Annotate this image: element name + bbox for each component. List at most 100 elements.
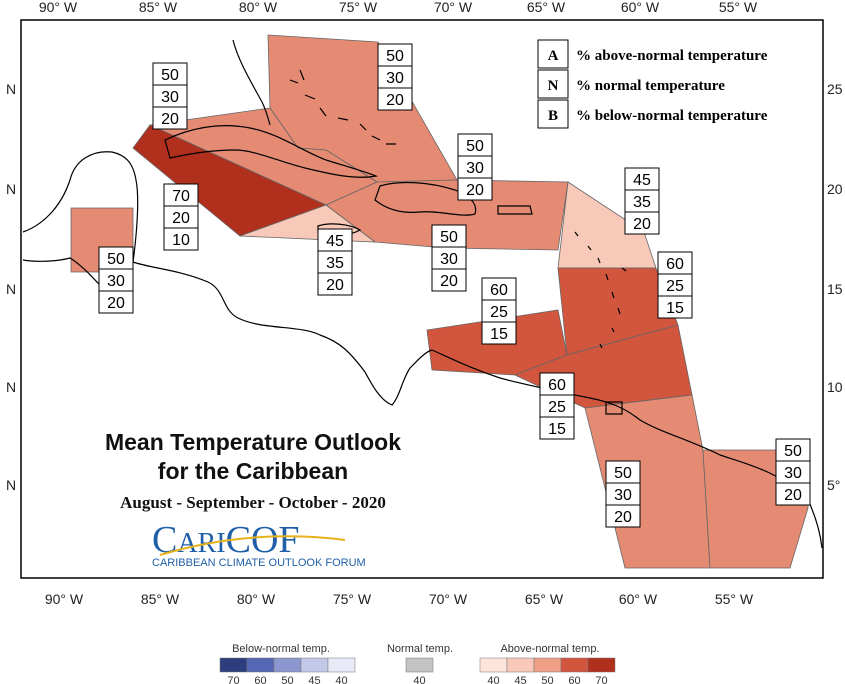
scale-above-swatch bbox=[587, 657, 616, 673]
prob-box-abc-islands: 60 25 15 bbox=[481, 277, 517, 345]
scale-above-swatch bbox=[506, 657, 535, 673]
lat-tick-left-5: N bbox=[6, 477, 16, 493]
prob-box-belize: 50 30 20 bbox=[98, 246, 134, 314]
lon-tick-90w: 90° W bbox=[39, 0, 78, 15]
legend-key-box-n bbox=[537, 69, 569, 99]
lon-tick-bottom-80w: 80° W bbox=[237, 591, 276, 607]
lon-tick-65w: 65° W bbox=[527, 0, 566, 15]
coastline-puerto-rico bbox=[497, 205, 533, 215]
scale-above-tick: 60 bbox=[568, 675, 580, 684]
legend-key-n: N bbox=[548, 78, 559, 94]
coastline-mexico-central-america bbox=[22, 151, 433, 406]
prob-below: 20 bbox=[161, 111, 179, 128]
legend-key-a: A bbox=[548, 48, 559, 64]
scale-below-tick: 60 bbox=[254, 675, 266, 684]
prob-above: 60 bbox=[666, 256, 684, 273]
prob-normal: 30 bbox=[386, 70, 404, 87]
prob-box-jamaica: 45 35 20 bbox=[317, 228, 353, 296]
scale-below-swatch bbox=[300, 657, 329, 673]
anb-legend: A N B % above-normal temperature % norma… bbox=[537, 39, 768, 129]
legend-desc-a: % above-normal temperature bbox=[576, 48, 768, 64]
scale-normal-label: Normal temp. bbox=[387, 643, 453, 655]
prob-below: 20 bbox=[633, 216, 651, 233]
lon-tick-bottom-75w: 75° W bbox=[333, 591, 372, 607]
prob-above: 45 bbox=[633, 172, 651, 189]
coastline-hispaniola bbox=[374, 181, 477, 216]
prob-box-south-hispaniola: 50 30 20 bbox=[431, 224, 467, 292]
region-hispaniola-pr bbox=[325, 179, 569, 251]
lat-tick-right-25: 25 bbox=[827, 81, 843, 97]
scale-above-tick: 70 bbox=[595, 675, 607, 684]
scale-below-tick: 40 bbox=[335, 675, 347, 684]
lat-tick-right-15: 15 bbox=[827, 281, 843, 297]
prob-below: 15 bbox=[666, 300, 684, 317]
scale-normal-swatch bbox=[405, 657, 434, 673]
prob-box-cayman: 70 20 10 bbox=[163, 183, 199, 251]
prob-below: 20 bbox=[107, 295, 125, 312]
coastline-bahamas-islands bbox=[289, 69, 396, 145]
logo-swoosh bbox=[159, 535, 346, 556]
scale-below-tick: 70 bbox=[227, 675, 239, 684]
prob-normal: 30 bbox=[161, 89, 179, 106]
scale-below-swatch bbox=[327, 657, 356, 673]
probability-boxes: 50 30 20 50 30 20 50 30 20 70 20 10 45 3… bbox=[98, 43, 811, 528]
coastline-trinidad bbox=[605, 401, 623, 415]
lon-tick-bottom-70w: 70° W bbox=[429, 591, 468, 607]
prob-box-suriname-fg: 50 30 20 bbox=[775, 438, 811, 506]
latitude-ticks-right: 25 20 15 10 5° bbox=[827, 81, 843, 493]
prob-normal: 25 bbox=[666, 278, 684, 295]
title-line-1: Mean Temperature Outlook bbox=[105, 429, 401, 455]
prob-box-hispaniola-pr: 50 30 20 bbox=[457, 133, 493, 201]
scale-above-swatch bbox=[479, 657, 508, 673]
scale-below-tick: 50 bbox=[281, 675, 293, 684]
prob-above: 50 bbox=[107, 251, 125, 268]
scale-normal-tick: 40 bbox=[413, 675, 425, 684]
scale-below-tick: 45 bbox=[308, 675, 320, 684]
prob-below: 15 bbox=[548, 421, 566, 438]
prob-normal: 20 bbox=[172, 210, 190, 227]
prob-below: 20 bbox=[466, 182, 484, 199]
scale-below-swatch bbox=[246, 657, 275, 673]
scale-above-tick: 40 bbox=[487, 675, 499, 684]
prob-above: 50 bbox=[784, 443, 802, 460]
lon-tick-80w: 80° W bbox=[239, 0, 278, 15]
coastline-antilles-islands bbox=[574, 231, 627, 349]
legend-key-b: B bbox=[548, 108, 558, 124]
coastline-cuba bbox=[164, 125, 379, 178]
prob-box-trinidad: 60 25 15 bbox=[539, 372, 575, 440]
lon-tick-55w: 55° W bbox=[719, 0, 758, 15]
prob-box-leeward: 45 35 20 bbox=[624, 167, 660, 235]
prob-normal: 30 bbox=[784, 465, 802, 482]
scale-above-tick: 45 bbox=[514, 675, 526, 684]
prob-normal: 30 bbox=[466, 160, 484, 177]
prob-above: 50 bbox=[386, 48, 404, 65]
lon-tick-60w: 60° W bbox=[621, 0, 660, 15]
scale-swatches: 70 60 50 45 40 40 40 45 50 60 70 bbox=[219, 657, 616, 684]
prob-box-cuba: 50 30 20 bbox=[152, 62, 188, 130]
title-period: August - September - October - 2020 bbox=[120, 493, 386, 512]
logo-tagline: CARIBBEAN CLIMATE OUTLOOK FORUM bbox=[152, 557, 366, 569]
lon-tick-75w: 75° W bbox=[339, 0, 378, 15]
prob-normal: 25 bbox=[490, 304, 508, 321]
title-block: Mean Temperature Outlook for the Caribbe… bbox=[105, 429, 401, 512]
prob-below: 10 bbox=[172, 232, 190, 249]
lon-tick-bottom-65w: 65° W bbox=[525, 591, 564, 607]
legend-key-box-b bbox=[537, 99, 569, 129]
scale-below-swatch bbox=[273, 657, 302, 673]
lat-tick-right-5: 5° bbox=[827, 477, 840, 493]
prob-box-bahamas: 50 30 20 bbox=[377, 43, 413, 111]
prob-above: 50 bbox=[161, 67, 179, 84]
prob-below: 15 bbox=[490, 326, 508, 343]
scale-below-swatch bbox=[219, 657, 248, 673]
prob-below: 20 bbox=[326, 277, 344, 294]
prob-box-guyana: 50 30 20 bbox=[605, 460, 641, 528]
lon-tick-bottom-85w: 85° W bbox=[141, 591, 180, 607]
prob-above: 50 bbox=[466, 138, 484, 155]
lon-tick-bottom-90w: 90° W bbox=[45, 591, 84, 607]
lon-tick-bottom-55w: 55° W bbox=[715, 591, 754, 607]
prob-above: 50 bbox=[440, 229, 458, 246]
prob-below: 20 bbox=[386, 92, 404, 109]
scale-below-label: Below-normal temp. bbox=[232, 643, 330, 655]
legend-desc-b: % below-normal temperature bbox=[576, 108, 768, 124]
prob-above: 60 bbox=[548, 377, 566, 394]
